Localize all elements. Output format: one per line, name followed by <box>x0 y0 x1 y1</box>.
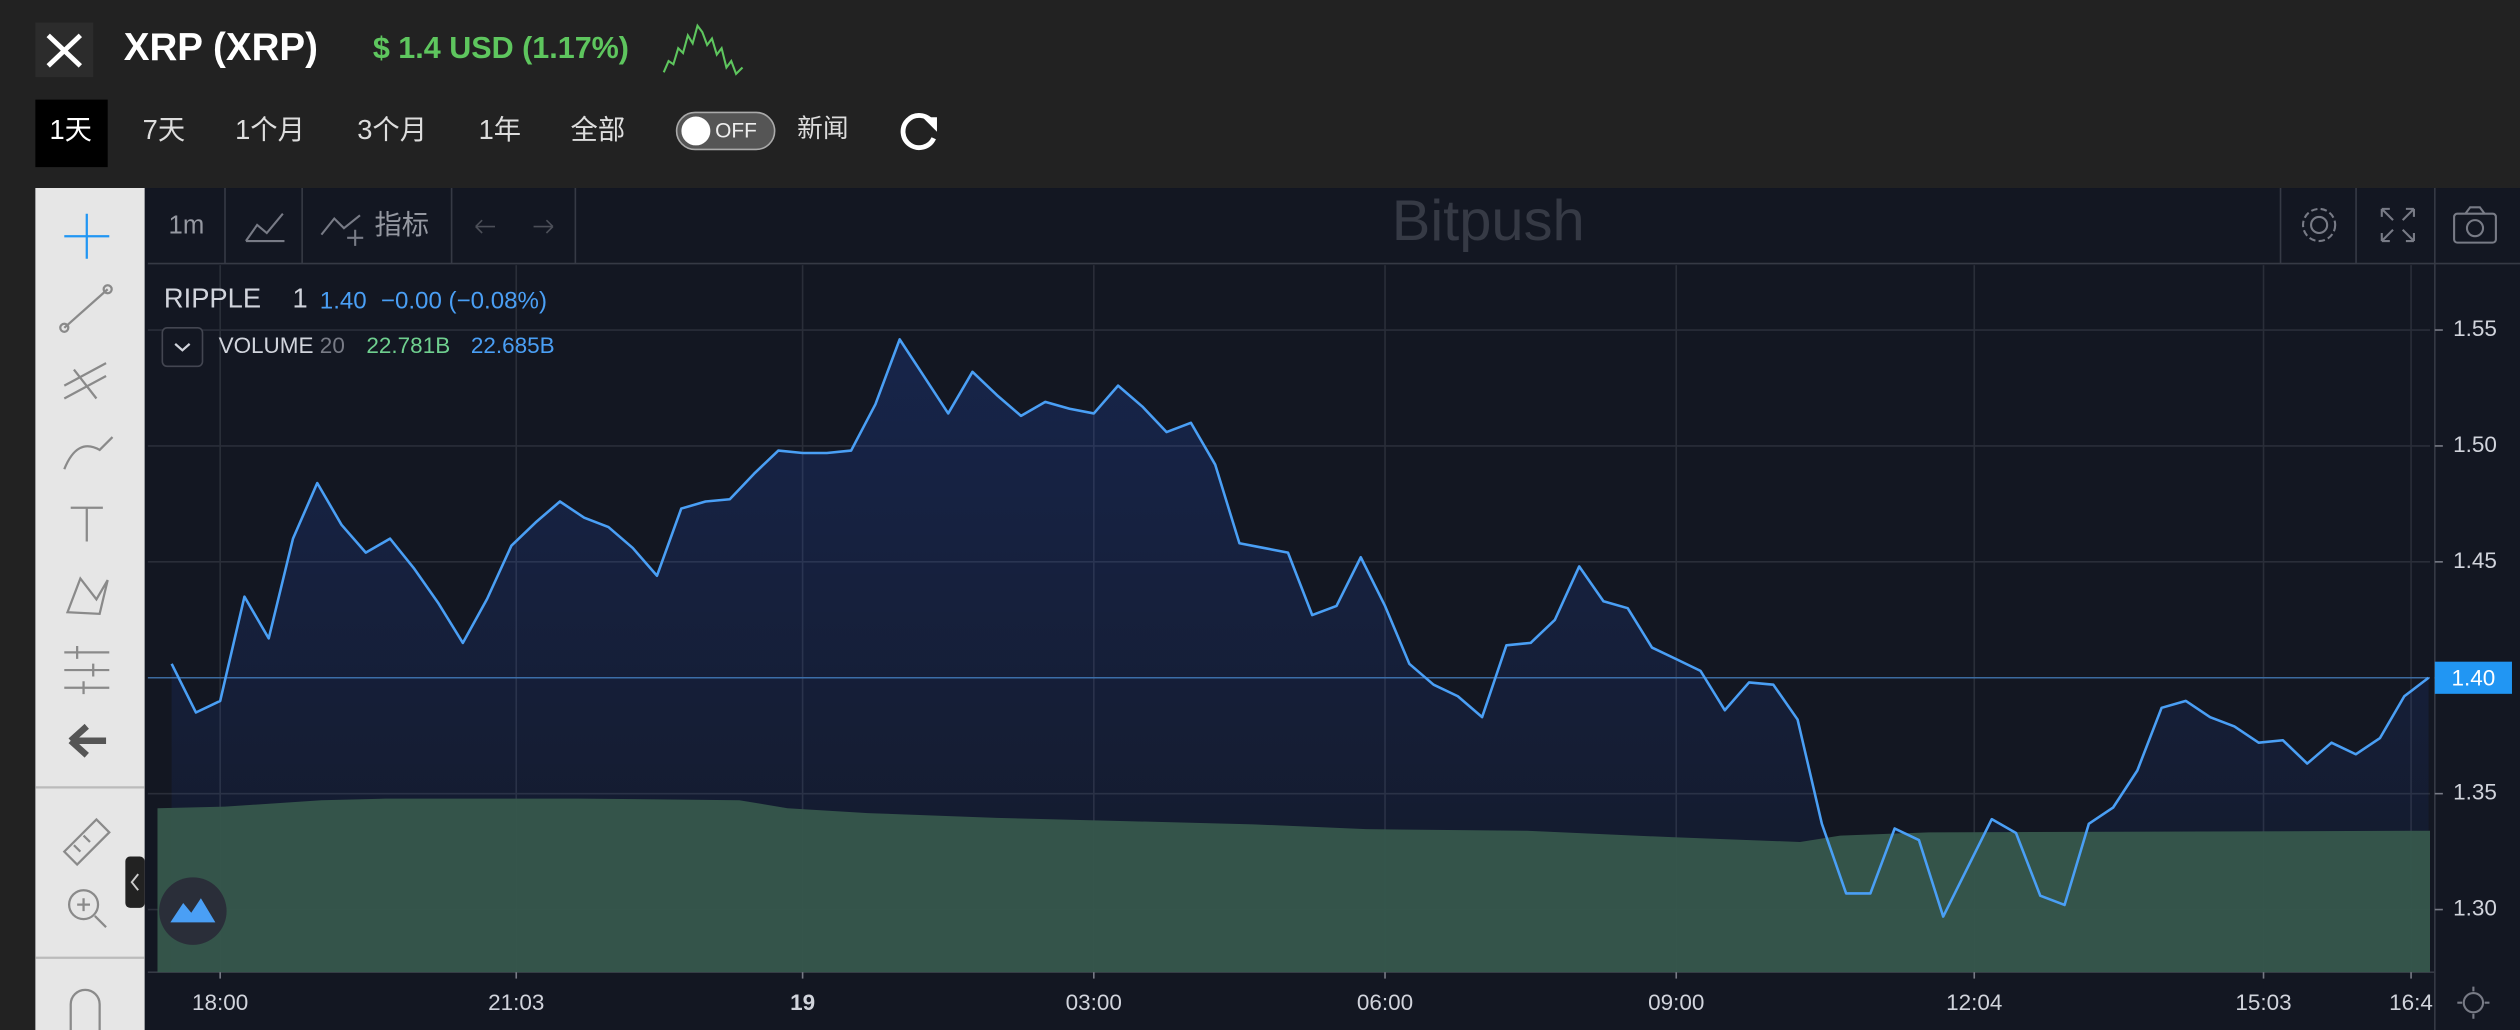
x-tick-label: 19 <box>790 990 815 1015</box>
fullscreen-button[interactable] <box>2380 207 2415 243</box>
price-line <box>170 338 2430 918</box>
news-link[interactable]: 新闻 <box>797 114 848 143</box>
volume-value: 22.781B <box>366 333 450 358</box>
legend-symbol: RIPPLE <box>164 283 261 314</box>
tab-selected-bg <box>35 99 108 168</box>
tab[interactable]: 3个月 <box>357 114 427 145</box>
drawing-tools[interactable] <box>35 213 145 1030</box>
undo-redo[interactable] <box>475 219 554 234</box>
x-tick-label: 12:04 <box>1946 990 2002 1015</box>
chart-type-button[interactable] <box>245 213 285 243</box>
legend-resolution: 1 <box>292 283 307 314</box>
legend-last: 1.40 <box>320 287 367 314</box>
refresh-button[interactable] <box>900 113 937 150</box>
indicators-button[interactable]: 指标 <box>374 209 429 240</box>
y-tick-label: 1.50 <box>2453 432 2497 457</box>
tab[interactable]: 1天 <box>49 114 91 145</box>
indicator-icon <box>320 214 364 246</box>
volume-period: 20 <box>320 333 345 358</box>
sparkline <box>662 23 744 76</box>
toolbar-dividers <box>147 188 2520 265</box>
x-tick-label: 21:03 <box>488 990 544 1015</box>
x-tick-label: 09:00 <box>1648 990 1704 1015</box>
coin-title: XRP (XRP) <box>124 26 318 69</box>
snapshot-button[interactable] <box>2453 206 2497 244</box>
tab[interactable]: 7天 <box>143 114 185 145</box>
last-price-label: 1.40 <box>2452 665 2496 690</box>
x-tick-label: 03:00 <box>1066 990 1122 1015</box>
top-toolbar <box>147 188 2520 264</box>
x-tick-label: 16:4 <box>2389 990 2433 1015</box>
interval-button[interactable]: 1m <box>169 211 205 239</box>
volume-ma: 22.685B <box>471 333 555 358</box>
coin-price: $ 1.4 USD (1.17%) <box>373 31 629 65</box>
tab[interactable]: 全部 <box>571 114 626 145</box>
volume-area <box>157 798 2430 973</box>
collapse-tab[interactable] <box>125 856 145 908</box>
toggle[interactable] <box>675 111 776 151</box>
tab[interactable]: 1年 <box>479 114 521 145</box>
tab[interactable]: 1个月 <box>235 114 305 145</box>
x-tick-label: 06:00 <box>1357 990 1413 1015</box>
watermark: Bitpush <box>1392 189 1585 253</box>
settings-button[interactable] <box>2301 207 2337 243</box>
x-tick-label: 18:00 <box>192 990 248 1015</box>
y-tick-label: 1.35 <box>2453 780 2497 805</box>
volume-label: VOLUME <box>219 333 314 358</box>
axis-settings[interactable] <box>2457 986 2490 1019</box>
logo <box>35 22 94 78</box>
volume-toggle[interactable] <box>161 326 204 368</box>
y-tick-label: 1.45 <box>2453 548 2497 573</box>
legend-change: −0.00 (−0.08%) <box>381 287 547 314</box>
x-tick-label: 15:03 <box>2235 990 2291 1015</box>
float-button[interactable] <box>159 877 227 945</box>
toggle-label: OFF <box>715 119 757 142</box>
last-price-box <box>2434 661 2512 694</box>
y-tick-label: 1.30 <box>2453 896 2497 921</box>
y-tick-label: 1.55 <box>2453 316 2497 341</box>
